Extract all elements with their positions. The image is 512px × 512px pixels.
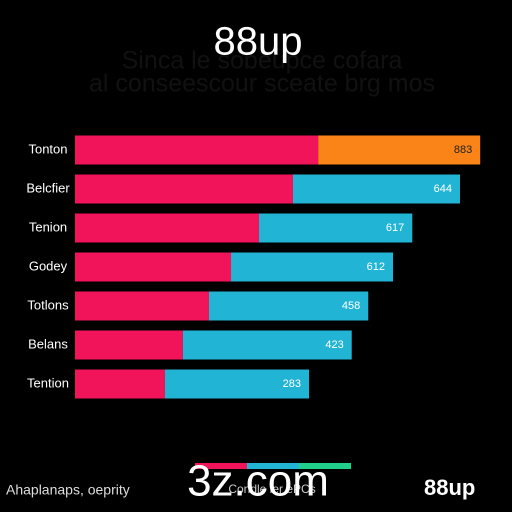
legend-swatch [299,463,351,469]
y-tick-label: Tenion [29,219,67,234]
bar-segment [75,252,232,282]
y-tick-label: Godey [29,258,68,273]
data-label: 423 [325,339,343,351]
footer: Ahaplanaps, oeprity [6,482,130,498]
data-label: 644 [434,183,452,195]
data-label: 283 [283,378,301,390]
title-line: Sinca le sobeupce cofara [122,47,403,75]
bar-segment [164,369,310,399]
watermark: 88up [214,20,303,64]
title-line: al conseescour sceate brg mos [89,70,435,98]
y-tick-label: Belcfier [26,180,70,195]
brand-logo: 88up [424,475,475,500]
bar-segment [75,369,165,399]
legend-swatch [195,463,247,469]
y-tick-label: Tention [27,375,69,390]
data-label: 612 [367,261,385,273]
bar-segment [75,213,260,243]
data-label: 458 [342,300,360,312]
y-tick-label: Totlons [27,297,69,312]
site-watermark: 3z.com [187,457,329,506]
y-tick-label: Belans [28,336,68,351]
legend-text: Condle ler ePCs [228,482,315,496]
y-tick-label: Tonton [28,141,67,156]
bar-segment [259,213,413,243]
data-label: 617 [386,222,404,234]
bar-segment [231,252,394,282]
bar-segment [292,174,461,204]
bar-segment [75,330,183,360]
bar-segment [75,135,319,165]
legend: Condle ler ePCs [195,463,351,496]
bar-segment [208,291,369,321]
bar-segment [75,174,293,204]
bar-segment [318,135,481,165]
bar-segment [182,330,352,360]
bar-segment [75,291,209,321]
legend-swatch [247,463,299,469]
data-label: 883 [454,144,472,156]
